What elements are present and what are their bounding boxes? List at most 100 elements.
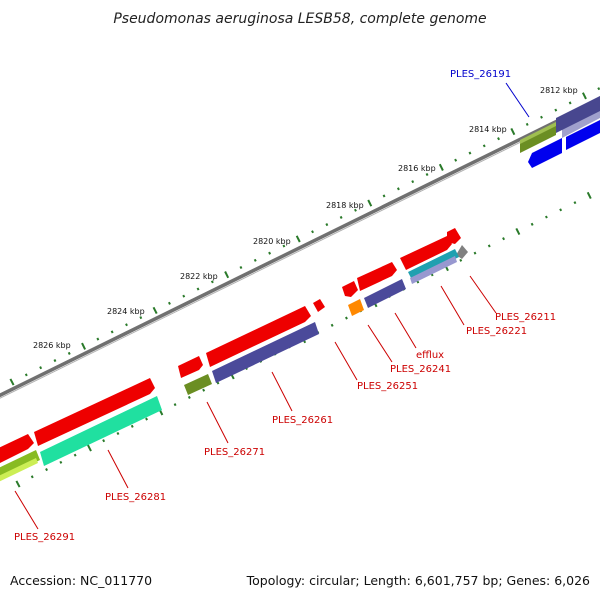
gene-blue-2[interactable] (528, 138, 562, 168)
gene-ples-26271[interactable] (184, 374, 212, 395)
outer-minor-tick (382, 194, 386, 198)
outer-minor-tick (182, 294, 186, 298)
outer-minor-tick (311, 230, 314, 234)
outer-minor-tick (196, 287, 200, 291)
outer-minor-tick (568, 101, 572, 105)
outer-minor-tick (96, 337, 100, 341)
outer-minor-tick (396, 187, 400, 191)
outer-minor-tick (53, 359, 57, 363)
inner-minor-tick (73, 453, 77, 457)
outer-minor-tick (468, 151, 472, 155)
label-ples-26211[interactable]: PLES_26211 (495, 312, 556, 323)
connector-ples-26221 (440, 285, 465, 326)
inner-minor-tick (173, 403, 177, 407)
connector-ples-26241 (367, 324, 393, 363)
outer-minor-tick (454, 158, 458, 162)
reverse-strand-features (0, 120, 600, 482)
topology-text: Topology: circular; Length: 6,601,757 bp… (246, 573, 590, 588)
outer-minor-tick (239, 265, 243, 270)
gene-lavender[interactable] (410, 256, 457, 284)
outer-major-tick (295, 235, 301, 243)
inner-minor-tick (145, 417, 148, 421)
outer-minor-tick (268, 251, 272, 255)
gene-ples-26281-fwd[interactable] (34, 378, 155, 446)
gene-ples-26261[interactable] (206, 306, 311, 367)
outer-major-tick (81, 342, 86, 350)
inner-minor-tick (459, 258, 463, 262)
inner-minor-tick (487, 244, 491, 248)
outer-minor-tick (482, 144, 486, 148)
label-ples-26251[interactable]: PLES_26251 (357, 381, 418, 392)
outer-minor-tick (67, 351, 71, 355)
inner-minor-tick (473, 251, 477, 255)
inner-minor-tick (102, 439, 106, 443)
inner-minor-tick (59, 460, 63, 464)
forward-strand-features (0, 96, 600, 468)
gene-efflux[interactable] (364, 279, 406, 308)
outer-minor-tick (597, 87, 600, 91)
gene-ples-26221[interactable] (400, 236, 452, 270)
outer-minor-tick (554, 108, 558, 112)
gene-ples-26291-highlight (0, 458, 38, 482)
gene-small-red-1[interactable] (342, 281, 358, 297)
gene-olive-2814[interactable] (520, 124, 556, 153)
outer-tick-ring (9, 87, 600, 386)
outer-minor-tick (253, 258, 257, 262)
outer-minor-tick (497, 137, 500, 141)
tick-label-2822: 2822 kbp (180, 272, 218, 281)
label-ples-26241[interactable]: PLES_26241 (390, 364, 451, 375)
label-ples-26271[interactable]: PLES_26271 (204, 447, 265, 458)
inner-minor-tick (502, 237, 505, 241)
inner-minor-tick (530, 222, 534, 226)
inner-minor-tick (45, 468, 48, 472)
gene-indigo-long[interactable] (212, 322, 319, 383)
label-ples-26221[interactable]: PLES_26221 (466, 326, 527, 337)
tick-label-2820: 2820 kbp (253, 237, 291, 246)
gene-teal[interactable] (408, 249, 459, 280)
label-ples-26261[interactable]: PLES_26261 (272, 415, 333, 426)
gene-ples-26191[interactable] (556, 96, 600, 133)
label-efflux[interactable]: efflux (416, 350, 444, 361)
outer-minor-tick (411, 180, 415, 184)
outer-minor-tick (425, 172, 429, 177)
tick-label-2826: 2826 kbp (33, 341, 71, 350)
connector-ples-26281 (107, 449, 129, 489)
connector-ples-26291 (14, 490, 39, 530)
accession-text: Accession: NC_011770 (10, 573, 152, 588)
gene-small-red-2[interactable] (313, 299, 325, 312)
connector-ples-26271 (206, 401, 229, 444)
label-ples-26281[interactable]: PLES_26281 (105, 492, 166, 503)
inner-minor-tick (187, 395, 191, 399)
gene-ples-26291-fwd[interactable] (0, 434, 34, 468)
label-ples-26291[interactable]: PLES_26291 (14, 532, 75, 543)
outer-minor-tick (282, 244, 286, 248)
connector-ples-26261 (271, 371, 293, 412)
connector-ples-26251 (334, 341, 358, 381)
inner-minor-tick (130, 424, 134, 428)
tick-label-2812: 2812 kbp (540, 86, 578, 95)
gene-ples-26211[interactable] (447, 228, 461, 244)
label-ples-26191[interactable]: PLES_26191 (450, 69, 511, 80)
outer-minor-tick (540, 115, 543, 119)
gene-ples-26251[interactable] (348, 299, 364, 316)
gene-ples-26241[interactable] (357, 262, 397, 291)
gene-blue-1[interactable] (566, 120, 600, 150)
outer-minor-tick (139, 316, 143, 320)
tick-label-2816: 2816 kbp (398, 164, 436, 173)
outer-minor-tick (525, 122, 529, 126)
gene-olive-2814-highlight (520, 122, 556, 144)
connector-efflux (394, 312, 417, 349)
gene-ples-26271-fwd[interactable] (178, 356, 203, 378)
map-title: Pseudomonas aeruginosa LESB58, complete … (113, 11, 486, 27)
gene-gray[interactable] (456, 245, 468, 259)
inner-minor-tick (202, 388, 206, 392)
gene-ples-26281[interactable] (40, 396, 162, 466)
outer-major-tick (582, 92, 587, 100)
outer-minor-tick (110, 330, 114, 334)
connector-ples-26211 (469, 275, 497, 314)
inner-major-tick (15, 480, 21, 488)
gene-labels: PLES_26191 PLES_26211 PLES_26221 efflux … (14, 69, 556, 543)
outer-minor-tick (354, 208, 357, 212)
outer-major-tick (367, 199, 373, 207)
tick-label-2814: 2814 kbp (469, 125, 507, 134)
